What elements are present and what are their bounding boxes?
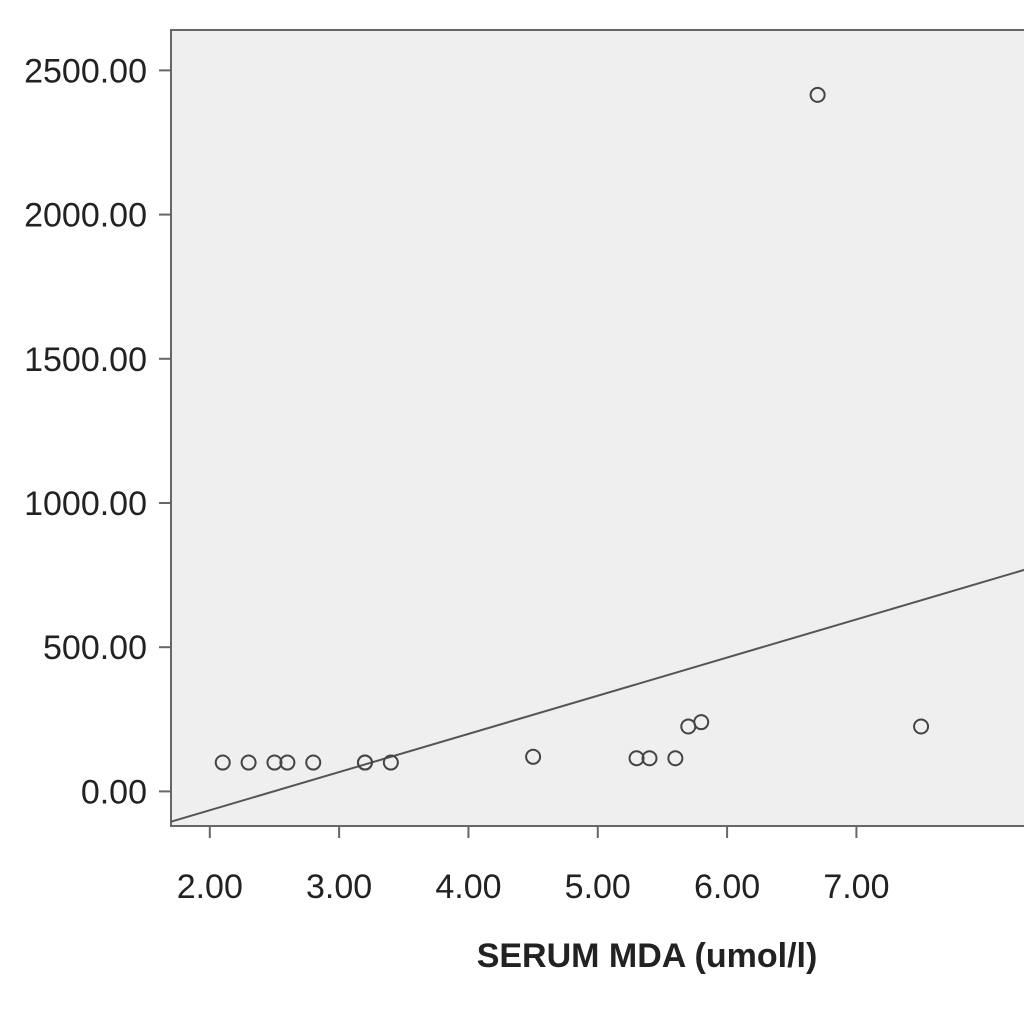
data-point [641,750,658,767]
x-tick-label: 6.00 [694,868,760,906]
plot-area [170,29,1024,827]
data-point [266,754,283,771]
regression-line [170,568,1024,823]
y-axis: 0.00 500.00 1000.00 1500.00 2000.00 2500.00 [24,52,171,811]
data-point [382,754,399,771]
x-tick-label: 2.00 [177,868,243,906]
x-axis: 2.00 3.00 4.00 5.00 6.00 7.00 [177,826,890,906]
data-point [913,718,930,735]
y-tick-label: 500.00 [43,629,147,667]
data-point [240,754,257,771]
data-point [356,754,373,771]
data-point [305,754,322,771]
x-tick-label: 3.00 [306,868,372,906]
data-point [809,86,826,103]
data-points [214,86,930,771]
y-tick-label: 1000.00 [24,485,147,523]
data-point [525,748,542,765]
data-point [628,750,645,767]
y-tick-label: 1500.00 [24,341,147,379]
y-tick-label: 0.00 [81,773,147,811]
data-point [693,714,710,731]
x-tick-label: 5.00 [565,868,631,906]
data-point [279,754,296,771]
x-axis-title: SERUM MDA (umol/l) [477,937,818,975]
data-point [214,754,231,771]
x-tick-label: 4.00 [435,868,501,906]
y-tick-label: 2000.00 [24,197,147,235]
data-point [667,750,684,767]
y-tick-label: 2500.00 [24,52,147,90]
x-tick-label: 7.00 [823,868,889,906]
